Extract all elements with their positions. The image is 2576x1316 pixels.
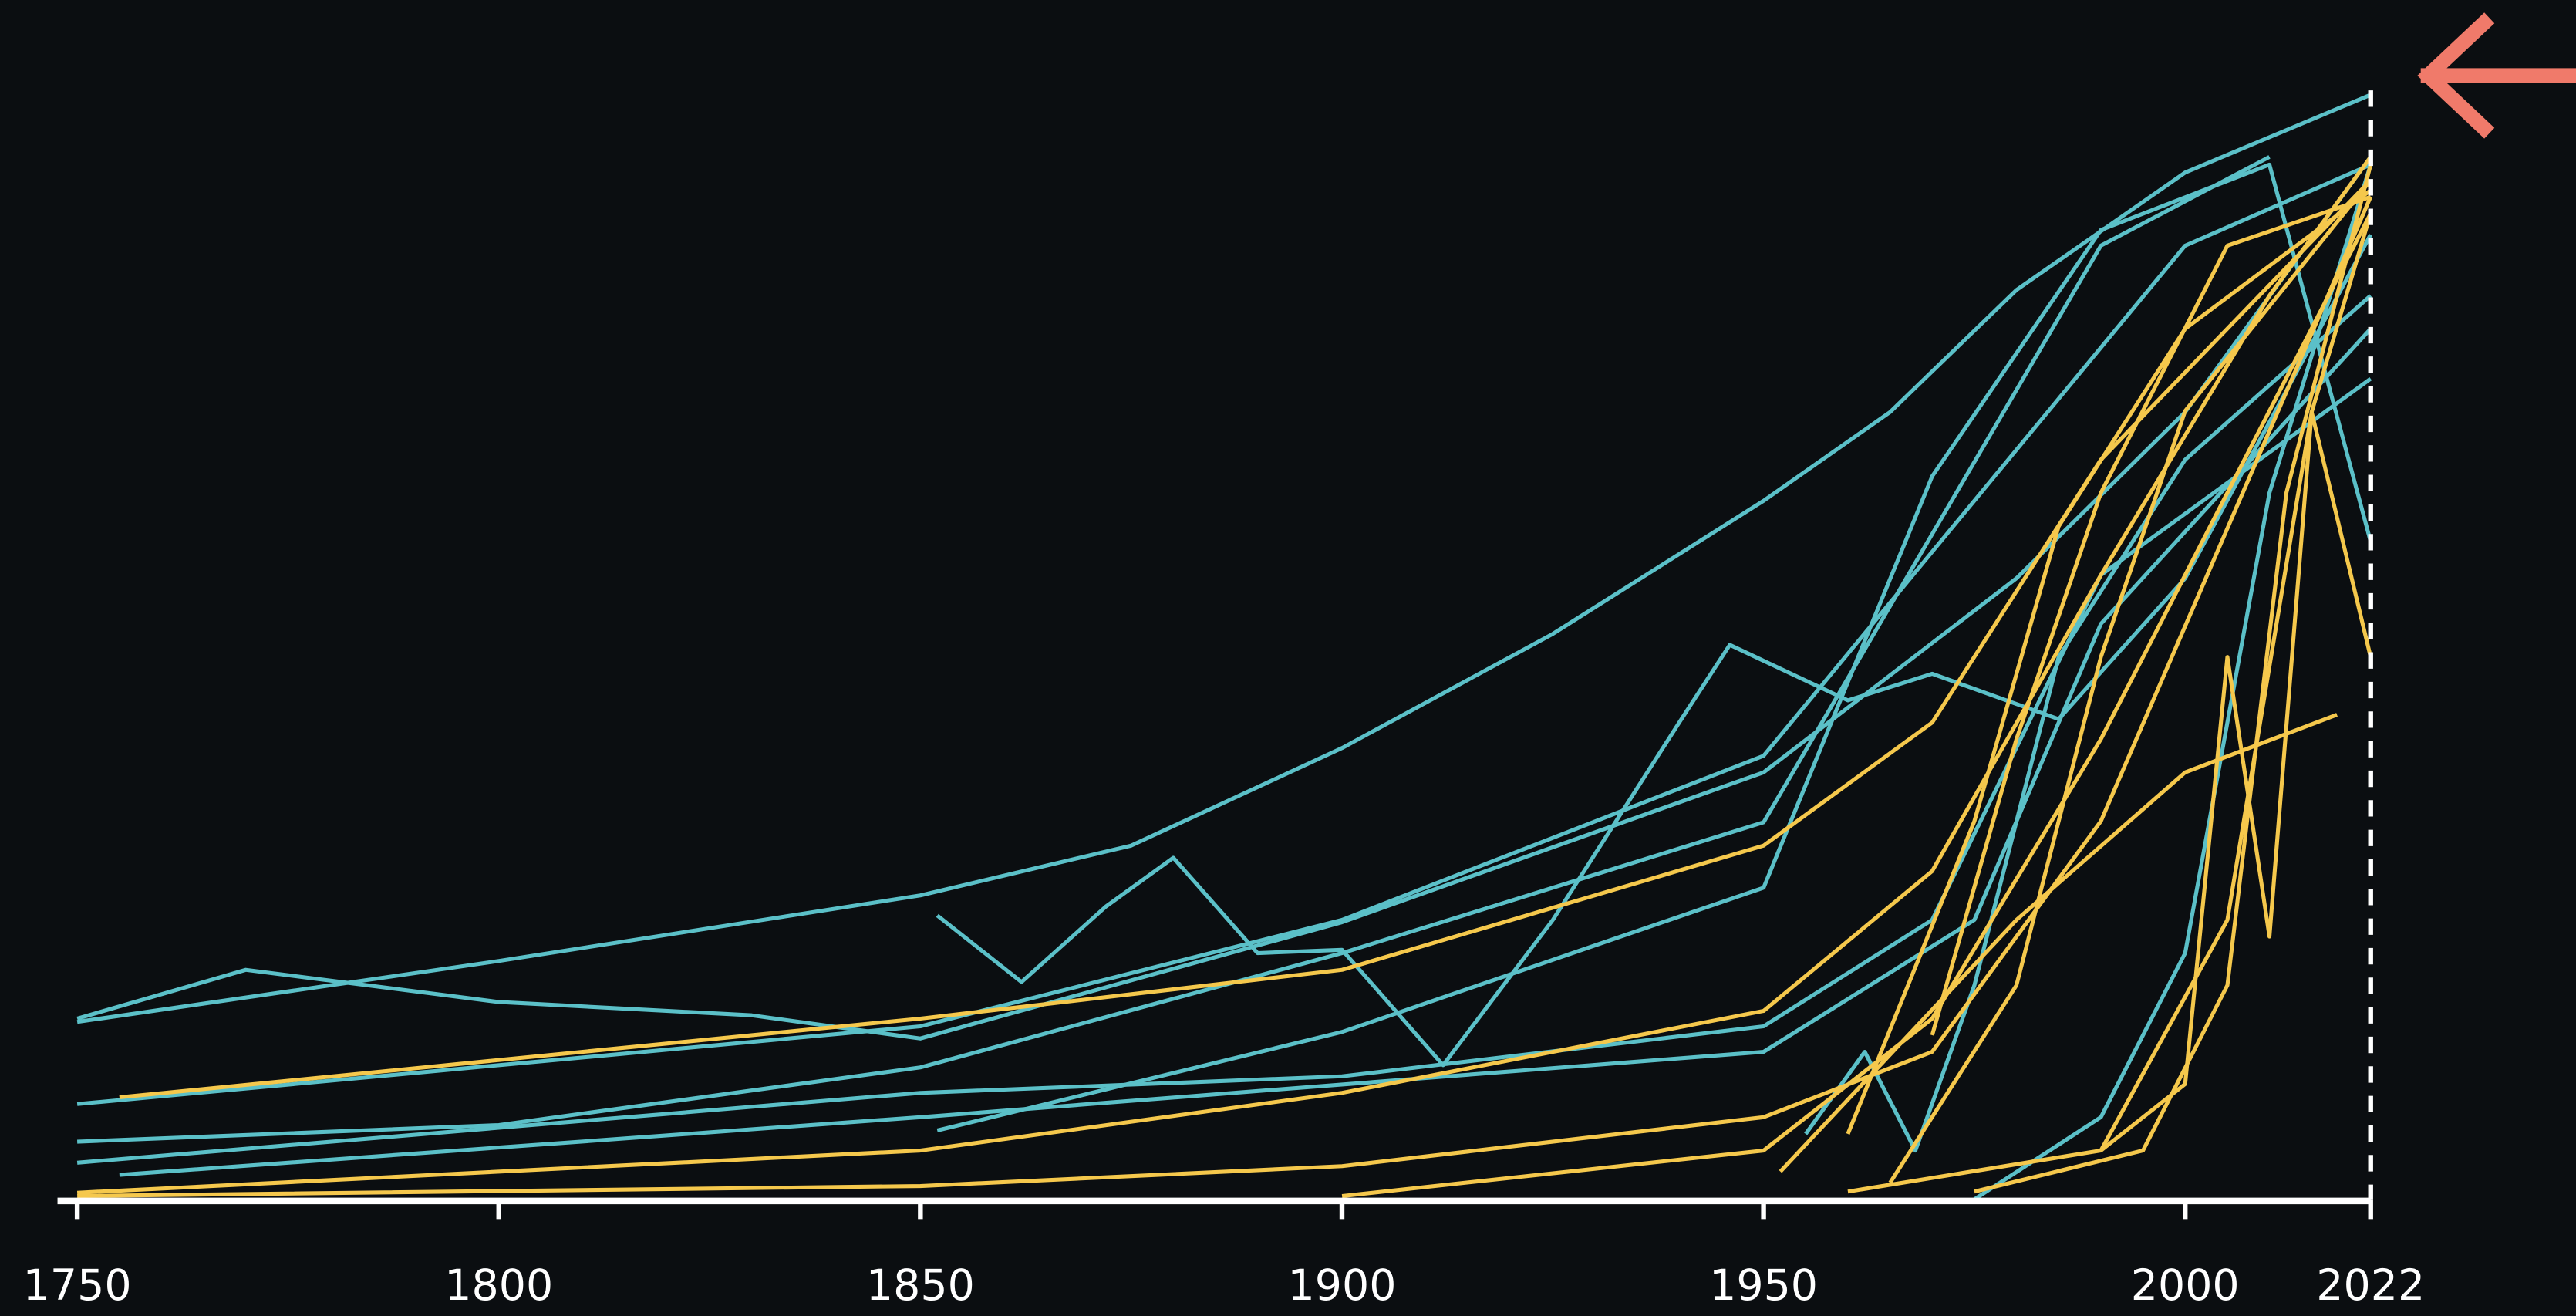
data-line bbox=[1930, 194, 2372, 1036]
data-line bbox=[77, 196, 2373, 1199]
data-line bbox=[76, 93, 2372, 1024]
data-line bbox=[119, 327, 2372, 1177]
data-line bbox=[76, 155, 2372, 1041]
data-line bbox=[76, 163, 2372, 1106]
x-tick-label: 1950 bbox=[1709, 1261, 1818, 1311]
arrow-icon bbox=[2417, 12, 2576, 139]
data-line bbox=[1804, 294, 2372, 1153]
x-tick-label: 1850 bbox=[866, 1261, 975, 1311]
data-line bbox=[1847, 212, 2373, 1194]
data-line bbox=[936, 233, 2372, 1068]
data-line bbox=[2099, 410, 2373, 1152]
data-line bbox=[1974, 164, 2373, 1194]
data-line bbox=[1888, 179, 2372, 1184]
data-line bbox=[76, 155, 2372, 1195]
data-line bbox=[1846, 188, 2372, 1135]
data-line bbox=[1341, 212, 2373, 1199]
data-line bbox=[936, 162, 2373, 1133]
data-line bbox=[1973, 164, 2373, 1201]
x-tick-label: 1800 bbox=[444, 1261, 553, 1311]
data-line bbox=[1779, 713, 2338, 1173]
arrow-head bbox=[2417, 12, 2495, 139]
data-line bbox=[76, 376, 2372, 1165]
x-tick-label: 1900 bbox=[1288, 1261, 1397, 1311]
data-line bbox=[119, 178, 2372, 1100]
x-tick-label: 1750 bbox=[23, 1261, 132, 1311]
x-tick-label: 2022 bbox=[2316, 1261, 2425, 1311]
data-line bbox=[77, 155, 2271, 1144]
x-tick-label: 2000 bbox=[2131, 1261, 2240, 1311]
